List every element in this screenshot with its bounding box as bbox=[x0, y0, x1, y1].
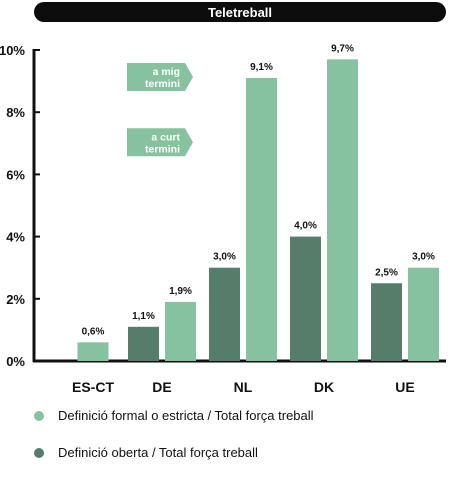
bar bbox=[290, 236, 321, 361]
y-tick-label: 8% bbox=[6, 105, 25, 120]
y-tick-label: 2% bbox=[6, 292, 25, 307]
legend-swatch-oberta bbox=[34, 447, 44, 458]
bar bbox=[128, 326, 159, 361]
data-label: 4,0% bbox=[294, 221, 317, 232]
category-label: DK bbox=[314, 379, 334, 395]
data-label: 3,0% bbox=[213, 252, 236, 263]
legend-label-oberta: Definició oberta / Total força treball bbox=[58, 445, 258, 460]
category-label: NL bbox=[234, 379, 253, 395]
data-label: 0,6% bbox=[82, 326, 105, 337]
annotation-label: termini bbox=[145, 143, 180, 155]
bar bbox=[209, 267, 240, 361]
data-label: 9,1% bbox=[250, 62, 273, 73]
annotation-label: a mig bbox=[153, 66, 180, 78]
category-label: DE bbox=[152, 379, 171, 395]
annotation-arrow bbox=[127, 128, 193, 157]
bar bbox=[165, 301, 196, 361]
annotation-label: a curt bbox=[151, 131, 180, 143]
data-label: 2,5% bbox=[375, 267, 398, 278]
category-label: UE bbox=[395, 379, 414, 395]
category-label: ES-CT bbox=[72, 379, 114, 395]
y-tick-label: 10% bbox=[0, 43, 25, 58]
legend-item-oberta: Definició oberta / Total força treball bbox=[34, 445, 258, 460]
y-tick-label: 0% bbox=[6, 354, 25, 369]
chart-title: Teletreball bbox=[207, 4, 273, 20]
y-tick-label: 4% bbox=[6, 230, 25, 245]
legend-swatch-formal bbox=[34, 410, 44, 421]
bar bbox=[327, 59, 358, 362]
bar bbox=[246, 77, 277, 362]
data-label: 9,7% bbox=[331, 43, 354, 54]
data-label: 1,9% bbox=[169, 286, 192, 297]
data-label: 1,1% bbox=[132, 311, 155, 322]
legend-item-formal: Definició formal o estricta / Total forç… bbox=[34, 408, 314, 423]
legend-label-formal: Definició formal o estricta / Total forç… bbox=[58, 408, 314, 423]
bar bbox=[408, 267, 439, 361]
annotation-label: termini bbox=[145, 78, 180, 90]
bar bbox=[371, 283, 402, 361]
annotation-arrow bbox=[127, 62, 193, 91]
chart-title-bar: Teletreball bbox=[34, 2, 446, 22]
y-tick-label: 6% bbox=[6, 167, 25, 182]
bar bbox=[77, 342, 109, 361]
data-label: 3,0% bbox=[412, 252, 435, 263]
